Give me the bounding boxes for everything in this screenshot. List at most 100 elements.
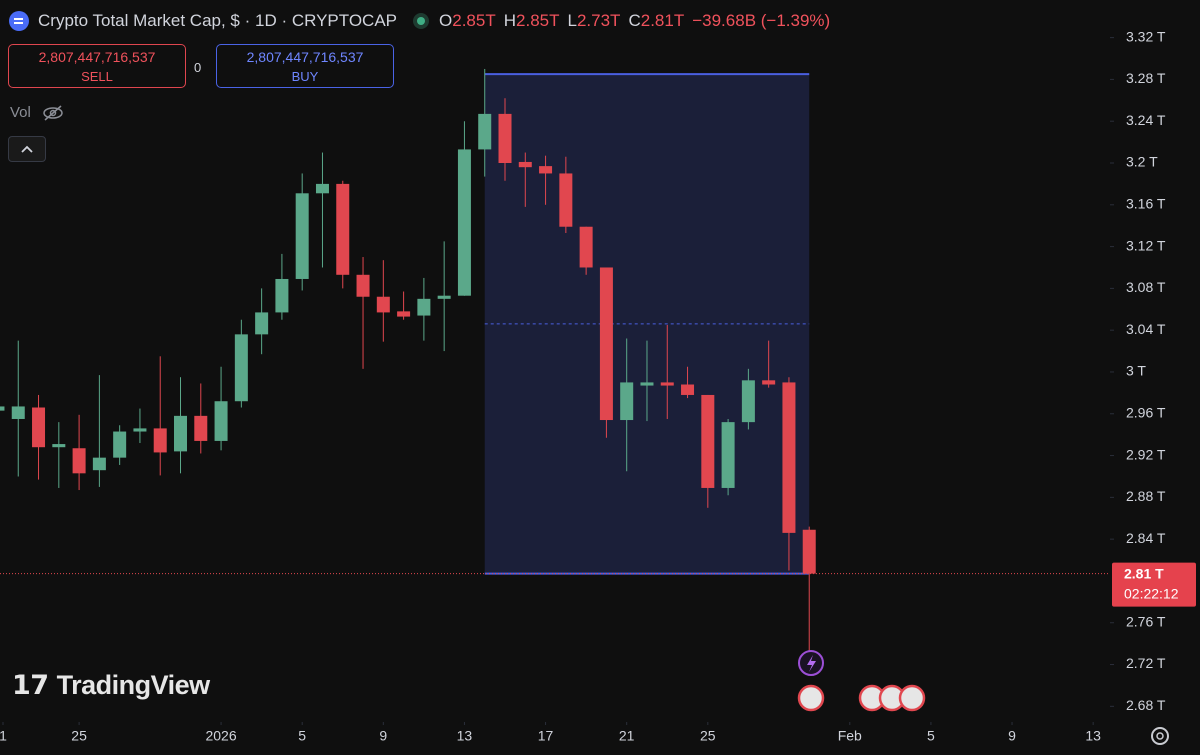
ohlc-value: 2.81T — [640, 11, 685, 30]
candle-body — [11, 406, 25, 419]
ohlc-value: 2.85T — [516, 11, 560, 30]
candle-body — [0, 406, 5, 411]
candle-body — [275, 278, 289, 313]
candle-body — [295, 193, 309, 279]
gear[interactable] — [1151, 727, 1169, 745]
candle-body — [153, 428, 167, 453]
event-icons — [797, 650, 926, 712]
y-tick-label: 2.92 T — [1126, 446, 1166, 462]
candle-body — [214, 401, 228, 441]
candle-body — [660, 382, 674, 386]
sell-label: SELL — [81, 69, 113, 84]
price-tag — [1112, 562, 1196, 607]
y-tick-label: 2.96 T — [1126, 404, 1166, 420]
candle-body — [376, 296, 390, 313]
buy-button[interactable]: 2,807,447,716,537 BUY — [216, 44, 394, 88]
candle-body — [782, 382, 796, 533]
candle-body — [32, 407, 46, 448]
x-tick-label: 13 — [1085, 728, 1101, 744]
logo: 17 TradingView — [12, 670, 210, 701]
y-tick-label: 2.72 T — [1126, 655, 1166, 671]
candle-body — [356, 274, 370, 297]
candle-body — [802, 529, 816, 574]
event-icon[interactable] — [898, 684, 926, 712]
settings-icon[interactable] — [1151, 727, 1169, 745]
x-tick-label: 13 — [457, 728, 473, 744]
candle-body — [92, 457, 106, 471]
candle-body — [437, 295, 451, 299]
y-tick-label: 2.76 T — [1126, 613, 1166, 629]
sell-button[interactable]: 2,807,447,716,537 SELL — [8, 44, 186, 88]
ohlc-key: L — [567, 11, 577, 30]
candle-body — [113, 431, 127, 458]
logo-text: TradingView — [56, 670, 211, 700]
market-status — [413, 13, 430, 29]
y-tick-label: 2.68 T — [1126, 697, 1166, 713]
y-tick-label: 3.28 T — [1126, 70, 1166, 86]
ohlc-key: O — [439, 11, 453, 30]
gear-hub — [1156, 732, 1164, 740]
ohlc-key: C — [628, 11, 641, 30]
candle-body — [579, 226, 593, 268]
candle-body — [72, 448, 86, 474]
ohlc-value: 2.73T — [576, 11, 621, 30]
y-tick-label: 3.32 T — [1126, 28, 1166, 44]
candle-body — [498, 113, 512, 163]
volume-label: Vol — [10, 104, 31, 121]
y-tick-label: 2.84 T — [1126, 530, 1166, 546]
candle-body — [52, 444, 66, 448]
sell-price: 2,807,447,716,537 — [38, 49, 156, 65]
candle-body — [701, 394, 715, 488]
x-tick-label: Feb — [838, 728, 862, 744]
candle-body — [417, 298, 431, 316]
bolt — [807, 655, 816, 672]
price-tag-countdown: 02:22:12 — [1124, 585, 1179, 601]
collapse-button[interactable] — [8, 136, 46, 162]
y-tick-label: 2.88 T — [1126, 488, 1166, 504]
x-tick-label: 5 — [298, 728, 306, 744]
ohlc: O2.85T H2.85T L2.73T C2.81T — [431, 11, 684, 31]
y-tick-label: 3.24 T — [1126, 112, 1166, 128]
x-tick-label: 9 — [1008, 728, 1016, 744]
candle-body — [518, 161, 532, 168]
candle-body — [559, 173, 573, 227]
header: Crypto Total Market Cap, $ · 1D · CRYPTO… — [8, 8, 830, 34]
plot-layer — [0, 68, 1110, 651]
buy-label: BUY — [291, 69, 319, 84]
candle-body — [194, 415, 208, 441]
candle-body — [681, 384, 695, 395]
candle-body — [457, 149, 471, 296]
candle-body — [620, 382, 634, 421]
y-tick-label: 3.08 T — [1126, 279, 1166, 295]
candle-body — [397, 311, 411, 317]
spread: 0 — [194, 60, 202, 75]
x-tick-label: 25 — [71, 728, 87, 744]
candle-body — [255, 312, 269, 335]
y-tick-label: 3 T — [1126, 363, 1146, 379]
x-tick-label: 1 — [0, 728, 7, 744]
x-tick-label: 9 — [379, 728, 387, 744]
symbol-title: Crypto Total Market Cap, $ · 1D · CRYPTO… — [38, 11, 398, 30]
buy-price: 2,807,447,716,537 — [246, 49, 364, 65]
candle-body — [721, 422, 735, 488]
candle-body — [741, 380, 755, 423]
candle-body — [539, 166, 553, 174]
ohlc-value: 2.85T — [452, 11, 496, 30]
volume-toggle[interactable]: Vol — [10, 104, 65, 122]
candle-body — [315, 183, 329, 194]
candle-body — [762, 380, 776, 385]
candle-body — [133, 428, 147, 432]
event-icon[interactable] — [797, 684, 825, 712]
x-tick-label: 21 — [619, 728, 635, 744]
y-tick-label: 3.2 T — [1126, 154, 1158, 170]
candle-body — [599, 267, 613, 421]
change: −39.68B (−1.39%) — [692, 11, 831, 30]
y-tick-label: 3.04 T — [1126, 321, 1166, 337]
candle-body — [336, 183, 350, 275]
ohlc-key: H — [503, 11, 517, 30]
x-tick-label: 17 — [538, 728, 554, 744]
candle-body — [234, 334, 248, 402]
symbol-icon — [9, 11, 29, 31]
